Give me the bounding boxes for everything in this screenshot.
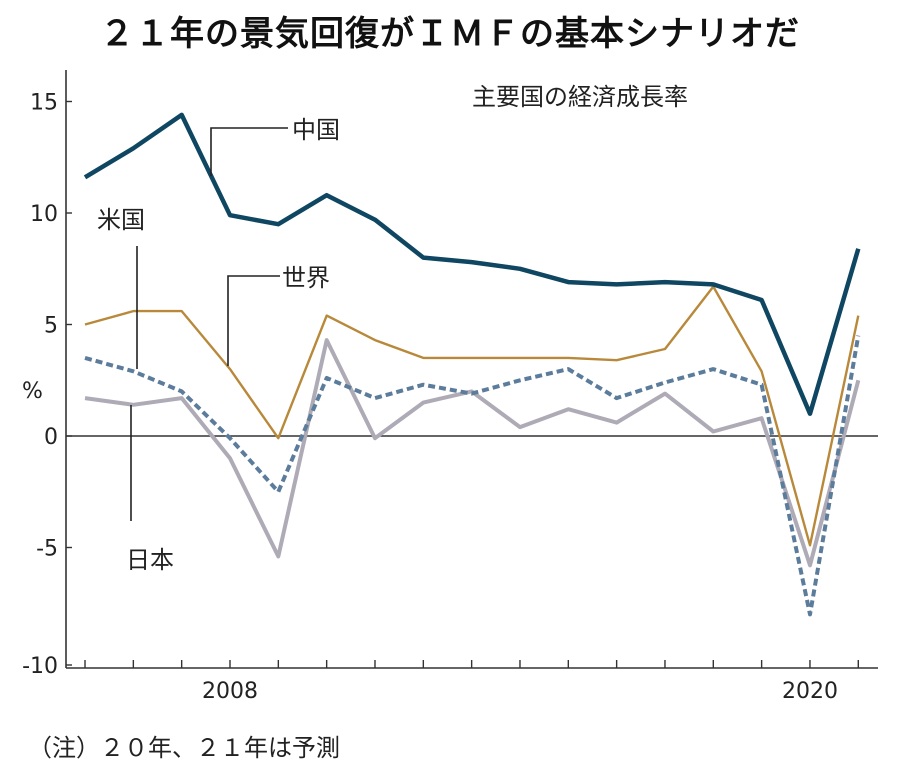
series-line-3 xyxy=(84,338,861,568)
y-tick-label: 10 xyxy=(30,202,58,227)
series-label-china: 中国 xyxy=(292,116,340,144)
series-layer xyxy=(83,112,861,617)
y-tick-label: -10 xyxy=(22,654,58,679)
chart-title: ２１年の景気回復がＩＭＦの基本シナリオだ xyxy=(100,14,800,54)
axes: 15 10 5 0 -5 -10 2008 2020 xyxy=(22,70,878,704)
series-label-japan: 日本 xyxy=(126,546,174,574)
series-label-us: 米国 xyxy=(97,206,145,234)
leader-line-world xyxy=(227,275,280,366)
y-tick-label: -5 xyxy=(36,537,58,562)
series-label-world: 世界 xyxy=(282,264,330,292)
y-axis-label: % xyxy=(22,379,43,404)
y-tick-label: 15 xyxy=(30,91,58,116)
series-line-0 xyxy=(83,112,861,416)
y-tick-label: 0 xyxy=(44,425,58,450)
chart-subtitle: 主要国の経済成長率 xyxy=(472,83,688,111)
footnote: （注）２０年、２１年は予測 xyxy=(28,734,340,762)
x-tick-label: 2020 xyxy=(782,679,838,704)
y-tick-label: 5 xyxy=(44,314,58,339)
leader-line-china xyxy=(210,127,288,176)
series-line-2 xyxy=(84,335,861,617)
x-tick-label: 2008 xyxy=(202,679,258,704)
series-line-1 xyxy=(84,285,860,547)
